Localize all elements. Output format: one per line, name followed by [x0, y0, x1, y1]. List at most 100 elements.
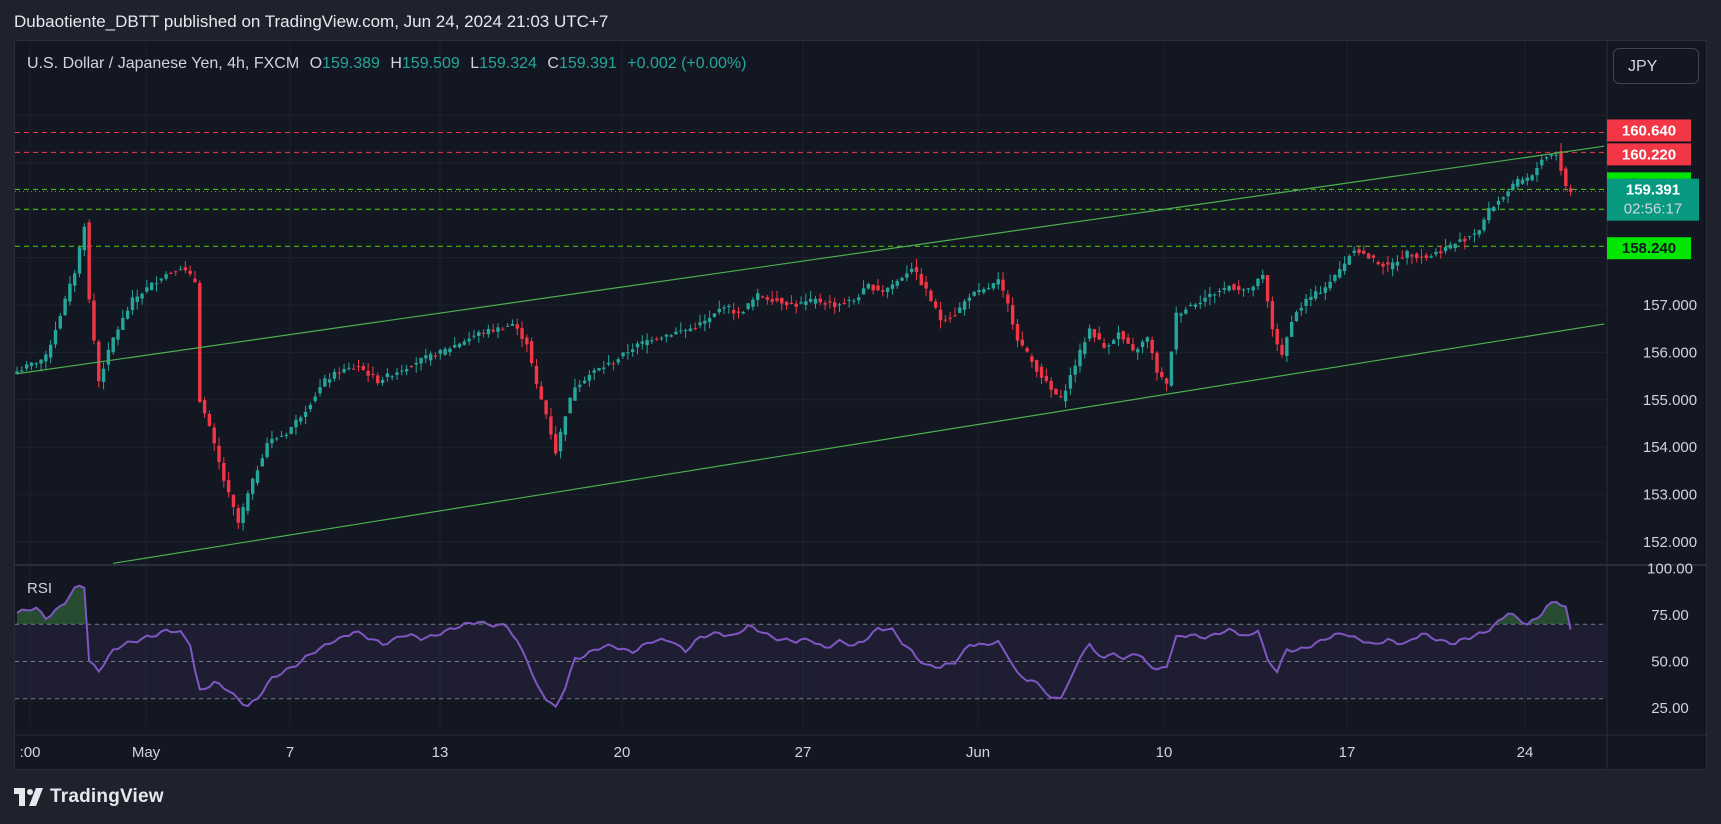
candle-body — [1203, 297, 1207, 302]
price-tick-label: 153.000 — [1643, 487, 1697, 504]
candle-body — [977, 289, 981, 293]
candle-body — [44, 354, 48, 362]
tradingview-logo[interactable]: TradingView — [14, 786, 164, 808]
candle-body — [1506, 191, 1510, 197]
candle-body — [505, 325, 510, 327]
candle-body — [1434, 251, 1438, 255]
time-tick-label: May — [132, 744, 161, 761]
candle-body — [895, 281, 899, 286]
candle-body — [1015, 323, 1020, 341]
candle-body — [765, 297, 770, 300]
candle-body — [376, 375, 380, 384]
candle-body — [1102, 342, 1106, 348]
candle-body — [1169, 351, 1174, 386]
candle-body — [395, 372, 399, 375]
time-tick-label: Jun — [966, 744, 990, 761]
chart-frame[interactable] — [14, 40, 1707, 770]
candle-body — [130, 297, 135, 310]
price-level-badge — [1607, 237, 1691, 260]
rsi-line — [16, 584, 1572, 709]
candle-body — [688, 328, 693, 332]
price-tick-label: 152.000 — [1643, 534, 1697, 551]
candle-body — [1304, 298, 1308, 306]
candle-body — [481, 332, 486, 334]
candle-body — [1063, 390, 1068, 402]
legend-low-label: L — [470, 55, 480, 72]
candle-body — [1044, 375, 1049, 381]
candle-body — [1386, 262, 1390, 265]
candle-body — [756, 293, 760, 301]
candle-body — [847, 299, 851, 301]
candle-body — [250, 478, 255, 494]
candle-body — [515, 324, 519, 329]
candle-body — [606, 362, 611, 365]
candle-body — [905, 273, 909, 278]
candle-body — [1540, 159, 1544, 166]
candle-body — [900, 277, 904, 281]
candle-body — [1107, 345, 1111, 347]
candle-body — [462, 341, 467, 345]
candle-body — [1390, 262, 1395, 270]
candle-body — [1458, 239, 1462, 242]
candle-body — [885, 287, 890, 292]
candle-body — [563, 416, 568, 435]
candle-body — [837, 304, 842, 306]
candle-body — [265, 443, 269, 457]
candle-body — [385, 373, 390, 377]
candle-body — [616, 359, 620, 363]
candle-body — [924, 282, 928, 289]
candle-body — [443, 348, 447, 355]
candle-body — [409, 366, 414, 368]
candle-body — [1035, 360, 1039, 372]
candle-body — [861, 288, 866, 295]
candle-body — [592, 370, 596, 373]
candle-body — [789, 302, 794, 304]
candle-body — [299, 417, 303, 422]
candle-body — [1092, 329, 1097, 338]
candle-body — [1544, 157, 1549, 159]
candle-body — [679, 330, 683, 332]
candle-body — [914, 267, 919, 273]
candle-body — [323, 378, 327, 387]
candle-body — [255, 470, 260, 483]
candle-body — [1246, 288, 1251, 290]
candle-body — [645, 340, 649, 346]
candle-body — [1342, 263, 1347, 272]
candle-body — [669, 335, 673, 337]
candle-body — [582, 380, 587, 384]
candle-body — [1487, 207, 1491, 221]
candle-body — [356, 366, 361, 368]
rsi-label[interactable]: RSI — [27, 580, 53, 597]
candle-body — [1212, 294, 1217, 296]
currency-button[interactable]: JPY — [1613, 48, 1699, 84]
candle-body — [260, 458, 265, 467]
candle-body — [231, 494, 236, 507]
time-tick-label: 20 — [614, 744, 631, 761]
candle-body — [1400, 257, 1404, 259]
tradingview-logo-icon — [14, 788, 43, 806]
publisher-line: Dubaotiente_DBTT published on TradingVie… — [14, 12, 609, 31]
candle-body — [1424, 255, 1429, 258]
candle-body — [477, 332, 481, 336]
candle-body — [20, 370, 24, 372]
candle-body — [29, 362, 34, 366]
candle-body — [308, 404, 313, 410]
candle-body — [746, 303, 750, 309]
candle-body — [736, 311, 741, 313]
time-tick-label: 13 — [432, 744, 449, 761]
candle-body — [1448, 244, 1453, 249]
candle-body — [63, 298, 67, 316]
candle-body — [534, 365, 539, 384]
candle-body — [674, 331, 678, 335]
candle-body — [1054, 388, 1058, 395]
candle-body — [602, 367, 606, 369]
candle-body — [707, 317, 712, 323]
candle-body — [188, 270, 192, 275]
candle-body — [967, 297, 972, 301]
candle-body — [101, 368, 106, 382]
candle-body — [145, 287, 149, 292]
candle-body — [1174, 312, 1178, 350]
candle-body — [236, 508, 240, 523]
candle-body — [486, 328, 491, 335]
